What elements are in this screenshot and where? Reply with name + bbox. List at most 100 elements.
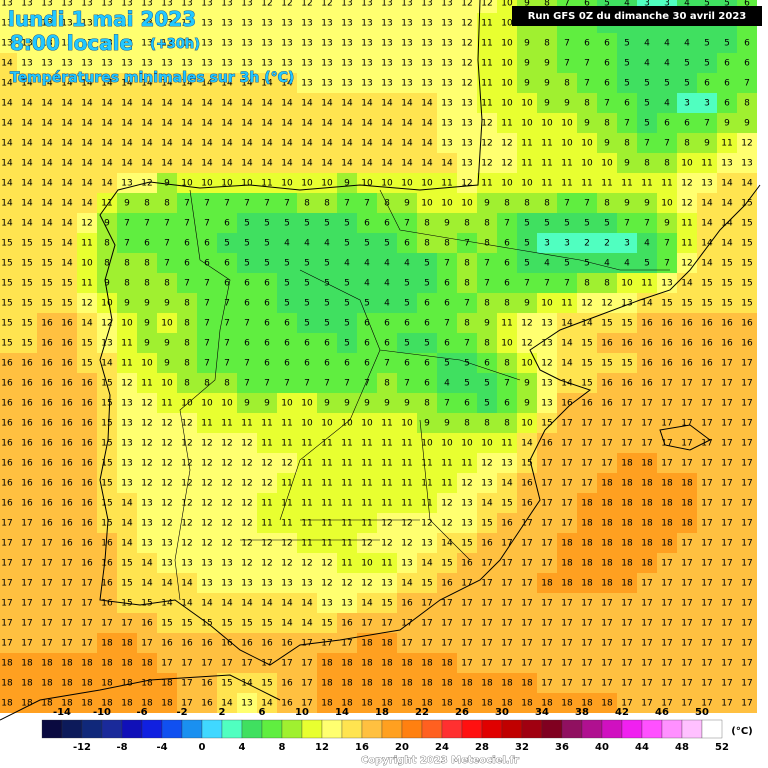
temperature-value: 8 (504, 299, 510, 309)
temperature-value: 13 (81, 59, 92, 69)
colorbar-label: 30 (495, 707, 509, 718)
temperature-value: 4 (404, 259, 410, 269)
temperature-value: 17 (621, 399, 632, 409)
temperature-value: 15 (241, 619, 252, 629)
temperature-value: 14 (441, 539, 453, 549)
temperature-cell (317, 13, 337, 33)
temperature-value: 15 (41, 299, 52, 309)
temperature-value: 17 (701, 379, 712, 389)
temperature-value: 6 (584, 39, 590, 49)
temperature-cell (297, 153, 317, 173)
temperature-value: 6 (464, 399, 470, 409)
temperature-value: 18 (621, 559, 633, 569)
temperature-value: 14 (741, 179, 753, 189)
temperature-cell (197, 33, 217, 53)
temperature-value: 13 (121, 399, 132, 409)
temperature-cell (397, 253, 417, 273)
temperature-value: 11 (641, 179, 652, 189)
temperature-value: 16 (281, 679, 293, 689)
temperature-value: 5 (564, 219, 570, 229)
temperature-cell (717, 93, 737, 113)
temperature-cell (277, 113, 297, 133)
temperature-value: 14 (221, 139, 233, 149)
temperature-value: 14 (281, 99, 293, 109)
temperature-value: 17 (641, 599, 652, 609)
temperature-value: 18 (641, 499, 653, 509)
temperature-value: 7 (704, 119, 710, 129)
temperature-value: 16 (81, 499, 93, 509)
temperature-value: 17 (561, 679, 572, 689)
temperature-cell (637, 233, 657, 253)
temperature-value: 8 (144, 279, 150, 289)
temperature-cell (77, 133, 97, 153)
temperature-value: 11 (681, 219, 692, 229)
temperature-value: 10 (521, 99, 533, 109)
temperature-value: 11 (561, 159, 572, 169)
temperature-cell (17, 193, 37, 213)
temperature-value: 6 (264, 319, 270, 329)
temperature-value: 13 (301, 59, 312, 69)
temperature-cell (537, 33, 557, 53)
colorbar-label: 28 (475, 742, 489, 753)
temperature-cell (537, 213, 557, 233)
temperature-value: 17 (61, 619, 72, 629)
temperature-value: 16 (61, 419, 73, 429)
temperature-value: 6 (724, 99, 730, 109)
temperature-cell (197, 233, 217, 253)
temperature-value: 13 (181, 59, 192, 69)
temperature-cell (677, 153, 697, 173)
temperature-cell (417, 213, 437, 233)
temperature-value: 17 (21, 619, 32, 629)
temperature-cell (557, 173, 577, 193)
temperature-value: 12 (461, 39, 472, 49)
temperature-cell (177, 273, 197, 293)
temperature-value: 16 (521, 499, 533, 509)
temperature-value: 17 (381, 619, 392, 629)
temperature-value: 14 (361, 599, 373, 609)
temperature-cell (437, 113, 457, 133)
temperature-value: 14 (301, 619, 313, 629)
temperature-cell (497, 253, 517, 273)
temperature-value: 9 (524, 399, 530, 409)
temperature-cell (437, 253, 457, 273)
temperature-value: 11 (501, 119, 512, 129)
temperature-value: 14 (321, 119, 333, 129)
temperature-value: 4 (324, 239, 330, 249)
temperature-cell (277, 93, 297, 113)
temperature-value: 16 (701, 359, 713, 369)
temperature-value: 16 (201, 679, 213, 689)
temperature-cell (337, 173, 357, 193)
temperature-value: 13 (421, 0, 432, 9)
temperature-value: 17 (741, 419, 752, 429)
temperature-value: 7 (224, 359, 230, 369)
temperature-value: 6 (504, 279, 510, 289)
temperature-cell (57, 153, 77, 173)
temperature-value: 11 (361, 499, 372, 509)
temperature-value: 17 (81, 639, 92, 649)
temperature-value: 13 (401, 0, 412, 9)
temperature-value: 9 (524, 39, 530, 49)
temperature-cell (257, 193, 277, 213)
temperature-value: 13 (401, 79, 412, 89)
temperature-cell (157, 193, 177, 213)
temperature-value: 12 (421, 519, 432, 529)
temperature-cell (457, 73, 477, 93)
temperature-value: 16 (1, 419, 13, 429)
temperature-cell (0, 133, 17, 153)
temperature-value: 14 (441, 159, 453, 169)
temperature-value: 13 (101, 59, 112, 69)
temperature-value: 12 (681, 259, 692, 269)
temperature-value: 16 (661, 339, 673, 349)
temperature-value: 16 (81, 519, 93, 529)
temperature-value: 17 (561, 439, 572, 449)
temperature-cell (297, 33, 317, 53)
temperature-value: 16 (1, 379, 13, 389)
temperature-cell (597, 213, 617, 233)
temperature-value: 11 (621, 179, 632, 189)
temperature-cell (97, 133, 117, 153)
temperature-value: 16 (161, 639, 173, 649)
temperature-value: 17 (741, 679, 752, 689)
temperature-value: 9 (524, 59, 530, 69)
temperature-value: 10 (301, 399, 313, 409)
temperature-value: 5 (684, 79, 690, 89)
